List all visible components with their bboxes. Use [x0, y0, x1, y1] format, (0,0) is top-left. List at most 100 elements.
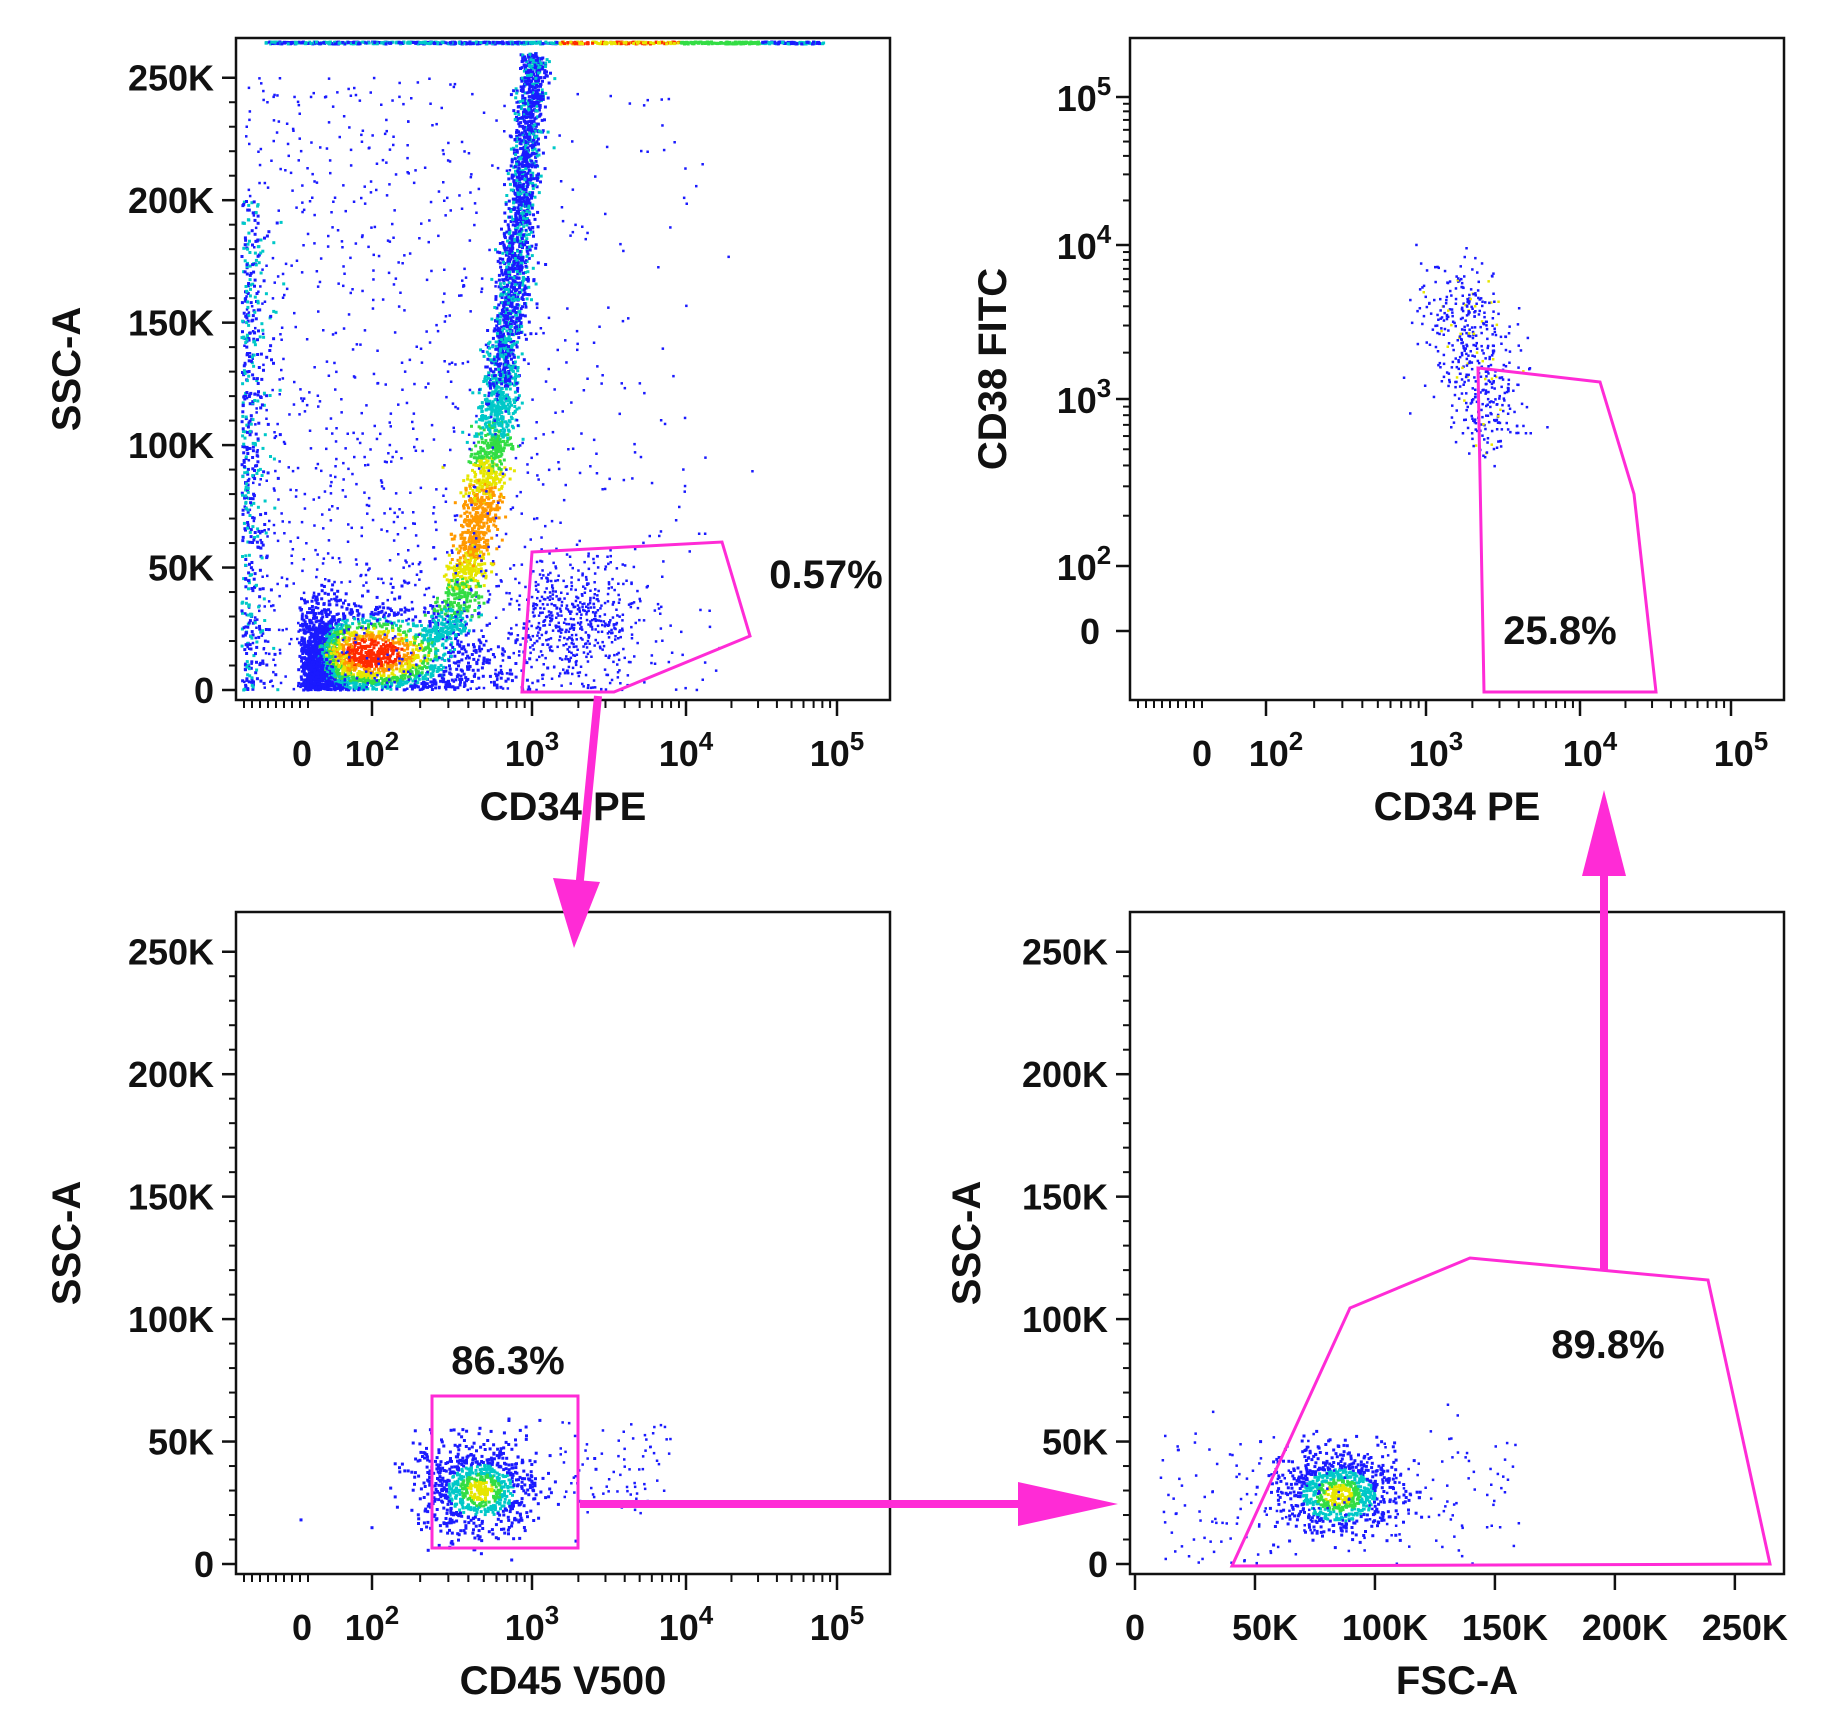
- event-dot: [463, 683, 467, 687]
- event-dot: [476, 530, 480, 534]
- event-dot: [336, 670, 339, 674]
- event-dot: [469, 454, 473, 458]
- event-dot: [474, 520, 478, 524]
- event-dot: [345, 607, 349, 611]
- event-dot: [504, 679, 508, 683]
- event-dot: [335, 669, 339, 673]
- event-dot: [479, 426, 483, 430]
- event-dot: [314, 606, 318, 610]
- event-dot: [333, 688, 337, 692]
- event-dot: [528, 128, 532, 132]
- event-dot: [347, 654, 351, 658]
- event-dot: [448, 667, 452, 671]
- event-dot: [399, 608, 403, 612]
- event-dot: [522, 84, 526, 88]
- event-dot: [467, 506, 470, 510]
- event-dot: [533, 183, 537, 187]
- event-dot: [522, 151, 526, 155]
- event-dot: [496, 450, 500, 454]
- event-dot: [378, 624, 382, 628]
- event-dot: [362, 664, 366, 668]
- event-dot: [378, 636, 382, 640]
- event-dot: [381, 666, 385, 670]
- event-dot: [401, 674, 405, 678]
- event-dot: [518, 291, 522, 294]
- event-dot: [386, 643, 390, 647]
- event-dot: [340, 676, 344, 680]
- event-dot: [509, 93, 513, 97]
- event-dot: [346, 646, 350, 650]
- event-dot: [434, 681, 438, 685]
- event-dot: [490, 361, 494, 365]
- event-dot: [482, 521, 486, 525]
- event-dot: [383, 636, 387, 640]
- event-dot: [493, 355, 497, 359]
- event-dot: [353, 643, 357, 647]
- event-dot: [534, 66, 538, 70]
- event-dot: [345, 631, 348, 635]
- event-dot: [401, 677, 405, 681]
- event-dot: [372, 659, 376, 663]
- event-dot: [359, 644, 363, 648]
- event-dot: [327, 675, 331, 678]
- event-dot: [535, 149, 539, 153]
- event-dot: [501, 427, 505, 431]
- event-dot: [495, 394, 499, 398]
- event-dot: [342, 662, 346, 666]
- event-dot: [363, 638, 367, 642]
- event-dot: [314, 649, 318, 652]
- event-dot: [491, 370, 495, 374]
- event-dot: [496, 645, 500, 649]
- event-dot: [442, 665, 445, 669]
- event-dot: [346, 666, 350, 670]
- event-dot: [397, 682, 401, 686]
- event-dot: [502, 401, 506, 405]
- event-dot: [532, 119, 536, 123]
- event-dot: [464, 488, 468, 492]
- event-dot: [321, 620, 325, 624]
- event-dot: [530, 244, 534, 248]
- event-dot: [465, 595, 469, 599]
- event-dot: [388, 607, 392, 611]
- event-dot: [531, 61, 535, 64]
- event-dot: [309, 679, 313, 683]
- event-dot: [364, 655, 368, 659]
- event-dot: [423, 685, 427, 688]
- event-dot: [515, 140, 519, 143]
- event-dot: [524, 261, 527, 265]
- event-dot: [466, 654, 470, 658]
- event-dot: [414, 633, 418, 637]
- event-dot: [420, 646, 424, 650]
- event-dot: [306, 684, 310, 688]
- event-dot: [492, 329, 496, 333]
- event-dot: [388, 620, 392, 624]
- event-dot: [495, 409, 498, 413]
- event-dot: [386, 657, 390, 661]
- event-dot: [361, 613, 365, 617]
- event-dot: [508, 260, 512, 264]
- event-dot: [391, 644, 395, 648]
- event-dot: [509, 220, 513, 223]
- event-dot: [518, 170, 522, 174]
- event-dot: [495, 547, 499, 551]
- event-dot: [340, 643, 344, 647]
- event-dot: [511, 412, 515, 415]
- event-dot: [300, 614, 304, 618]
- event-dot: [511, 445, 515, 448]
- event-dot: [384, 648, 388, 652]
- event-dot: [321, 615, 325, 619]
- event-dot: [442, 646, 446, 650]
- event-dot: [414, 636, 418, 640]
- event-dot: [370, 642, 373, 646]
- event-dot: [370, 610, 374, 614]
- event-dot: [487, 552, 491, 556]
- event-dot: [524, 146, 528, 150]
- event-dot: [302, 649, 306, 653]
- event-dot: [525, 163, 528, 167]
- event-dot: [359, 670, 363, 674]
- event-dot: [440, 668, 444, 672]
- event-dot: [328, 610, 332, 614]
- event-dot: [335, 657, 339, 660]
- event-dot: [300, 659, 304, 663]
- event-dot: [364, 634, 368, 638]
